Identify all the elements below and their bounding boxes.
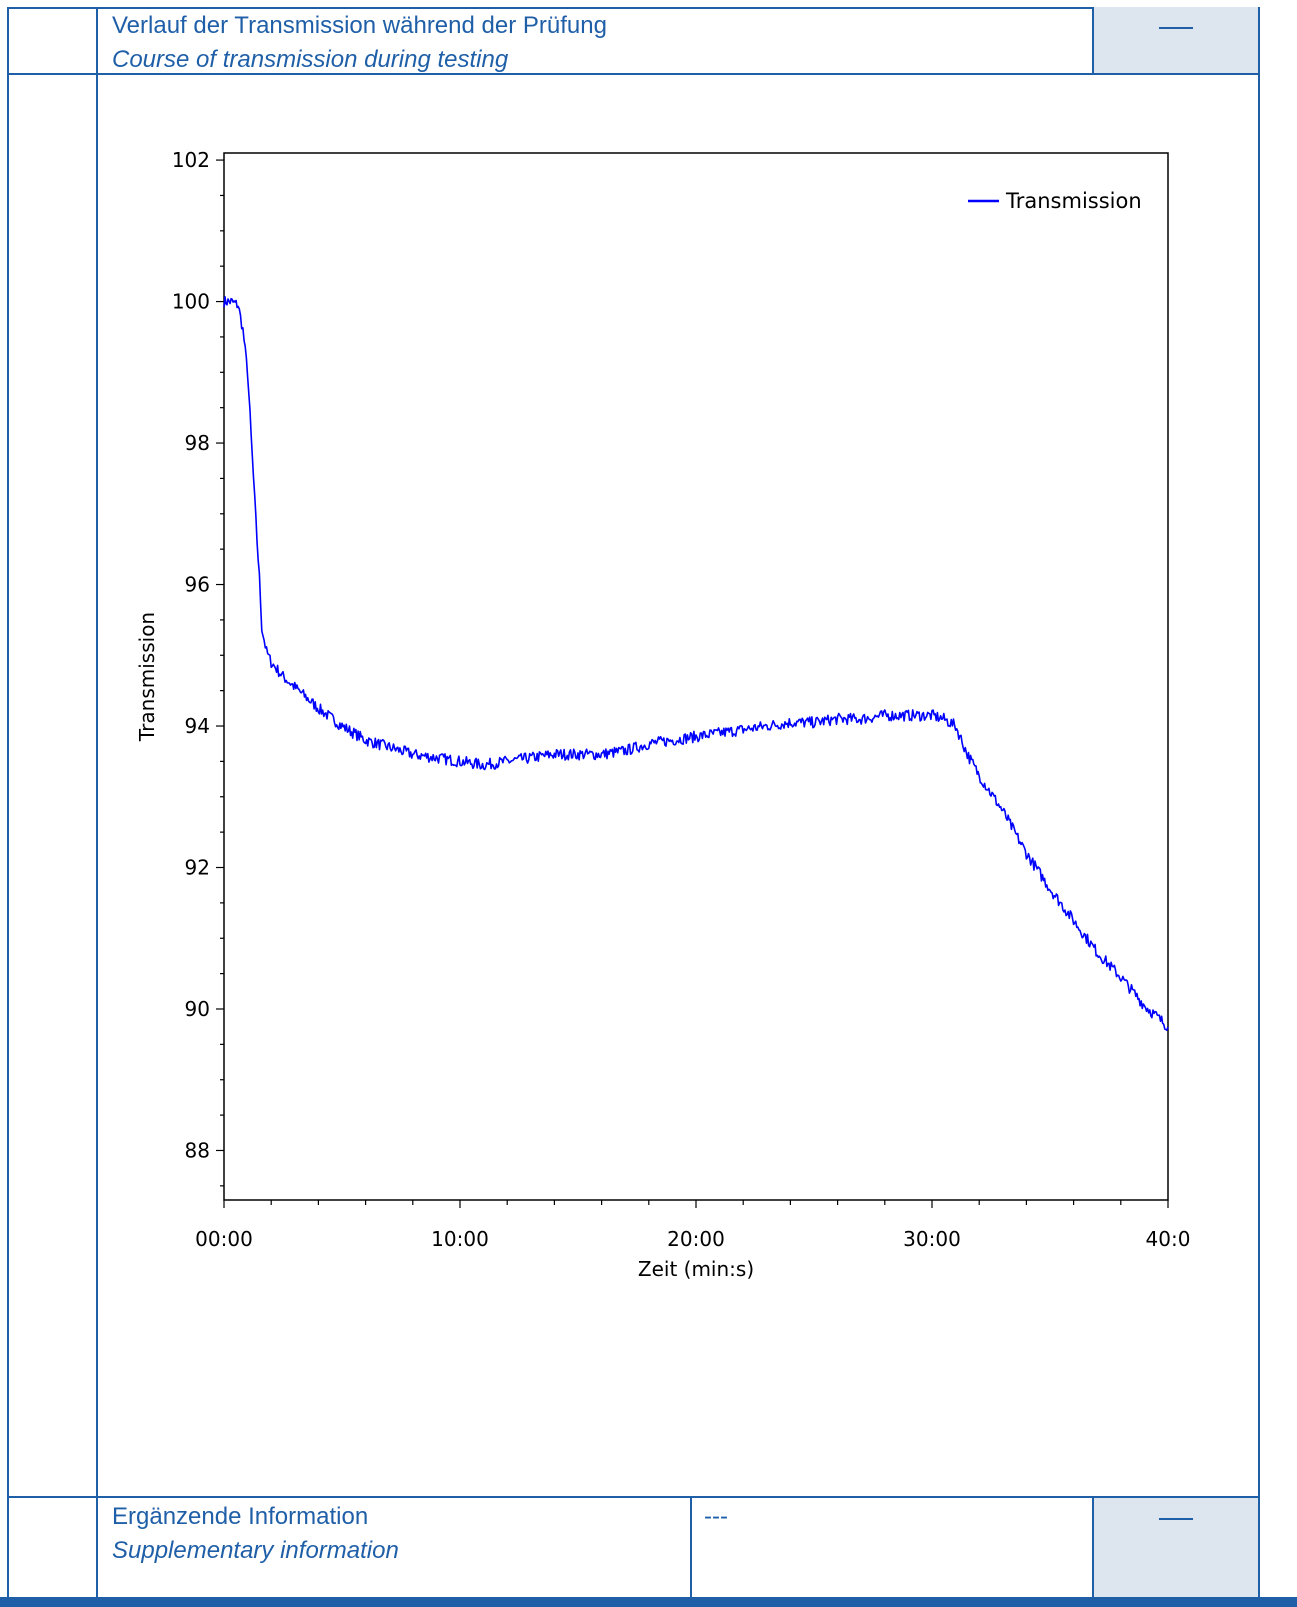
- footer-marker-cell: [1094, 1498, 1260, 1607]
- y-tick-label: 90: [185, 997, 210, 1021]
- x-tick-label: 30:00: [903, 1227, 961, 1251]
- chart-legend: Transmission: [968, 189, 1142, 213]
- body-left-cell: [7, 75, 98, 1498]
- y-tick-label: 102: [172, 148, 210, 172]
- footer-dash-marker: [1159, 1518, 1193, 1520]
- header-title-cell: Verlauf der Transmission während der Prü…: [98, 7, 1094, 75]
- footer-value-cell: ---: [692, 1498, 1094, 1607]
- header-dash-marker: [1159, 27, 1193, 29]
- y-tick-label: 94: [185, 714, 210, 738]
- x-axis-label: Zeit (min:s): [638, 1257, 754, 1281]
- legend-label-transmission: Transmission: [1005, 189, 1142, 213]
- x-tick-label: 40:0: [1146, 1227, 1191, 1251]
- footer-left-cell: [7, 1498, 98, 1607]
- transmission-chart: 88 90 92 94 96 98 100 102 00:00 10:00 20:00 30:00 4…: [135, 148, 1191, 1281]
- supplementary-label-de: Ergänzende Information: [112, 1503, 369, 1530]
- y-tick-label: 100: [172, 290, 210, 314]
- transmission-series-line: [223, 296, 1169, 1031]
- x-tick-label: 10:00: [431, 1227, 489, 1251]
- bottom-accent-bar: [0, 1597, 1297, 1607]
- x-tick-label: 20:00: [667, 1227, 725, 1251]
- chart-cell: 88 90 92 94 96 98 100 102 00:00 10:00 20:00 30:00 4…: [98, 75, 1260, 1498]
- y-tick-label: 98: [185, 431, 210, 455]
- y-tick-label: 88: [185, 1138, 210, 1162]
- y-axis-label: Transmission: [135, 612, 159, 742]
- y-tick-label: 96: [185, 573, 210, 597]
- header-left-cell: [7, 7, 98, 75]
- y-tick-label: 92: [185, 856, 210, 880]
- supplementary-label-en: Supplementary information: [112, 1537, 399, 1564]
- section-title-de: Verlauf der Transmission während der Prü…: [112, 12, 607, 39]
- footer-label-cell: Ergänzende Information Supplementary inf…: [98, 1498, 692, 1607]
- section-title-en: Course of transmission during testing: [112, 46, 509, 73]
- header-marker-cell: [1094, 7, 1260, 75]
- x-tick-label: 00:00: [195, 1227, 253, 1251]
- plot-area-frame: [223, 152, 1169, 1201]
- supplementary-value: ---: [704, 1503, 728, 1530]
